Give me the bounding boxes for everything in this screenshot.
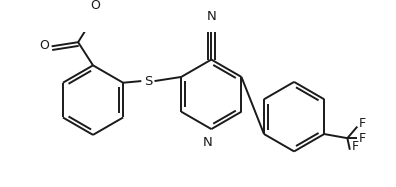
Text: N: N [206, 10, 216, 23]
Text: O: O [91, 0, 101, 12]
Text: S: S [144, 75, 152, 88]
Text: F: F [359, 132, 366, 145]
Text: F: F [359, 117, 366, 130]
Text: O: O [39, 39, 49, 52]
Text: N: N [202, 136, 212, 149]
Text: F: F [352, 140, 359, 153]
